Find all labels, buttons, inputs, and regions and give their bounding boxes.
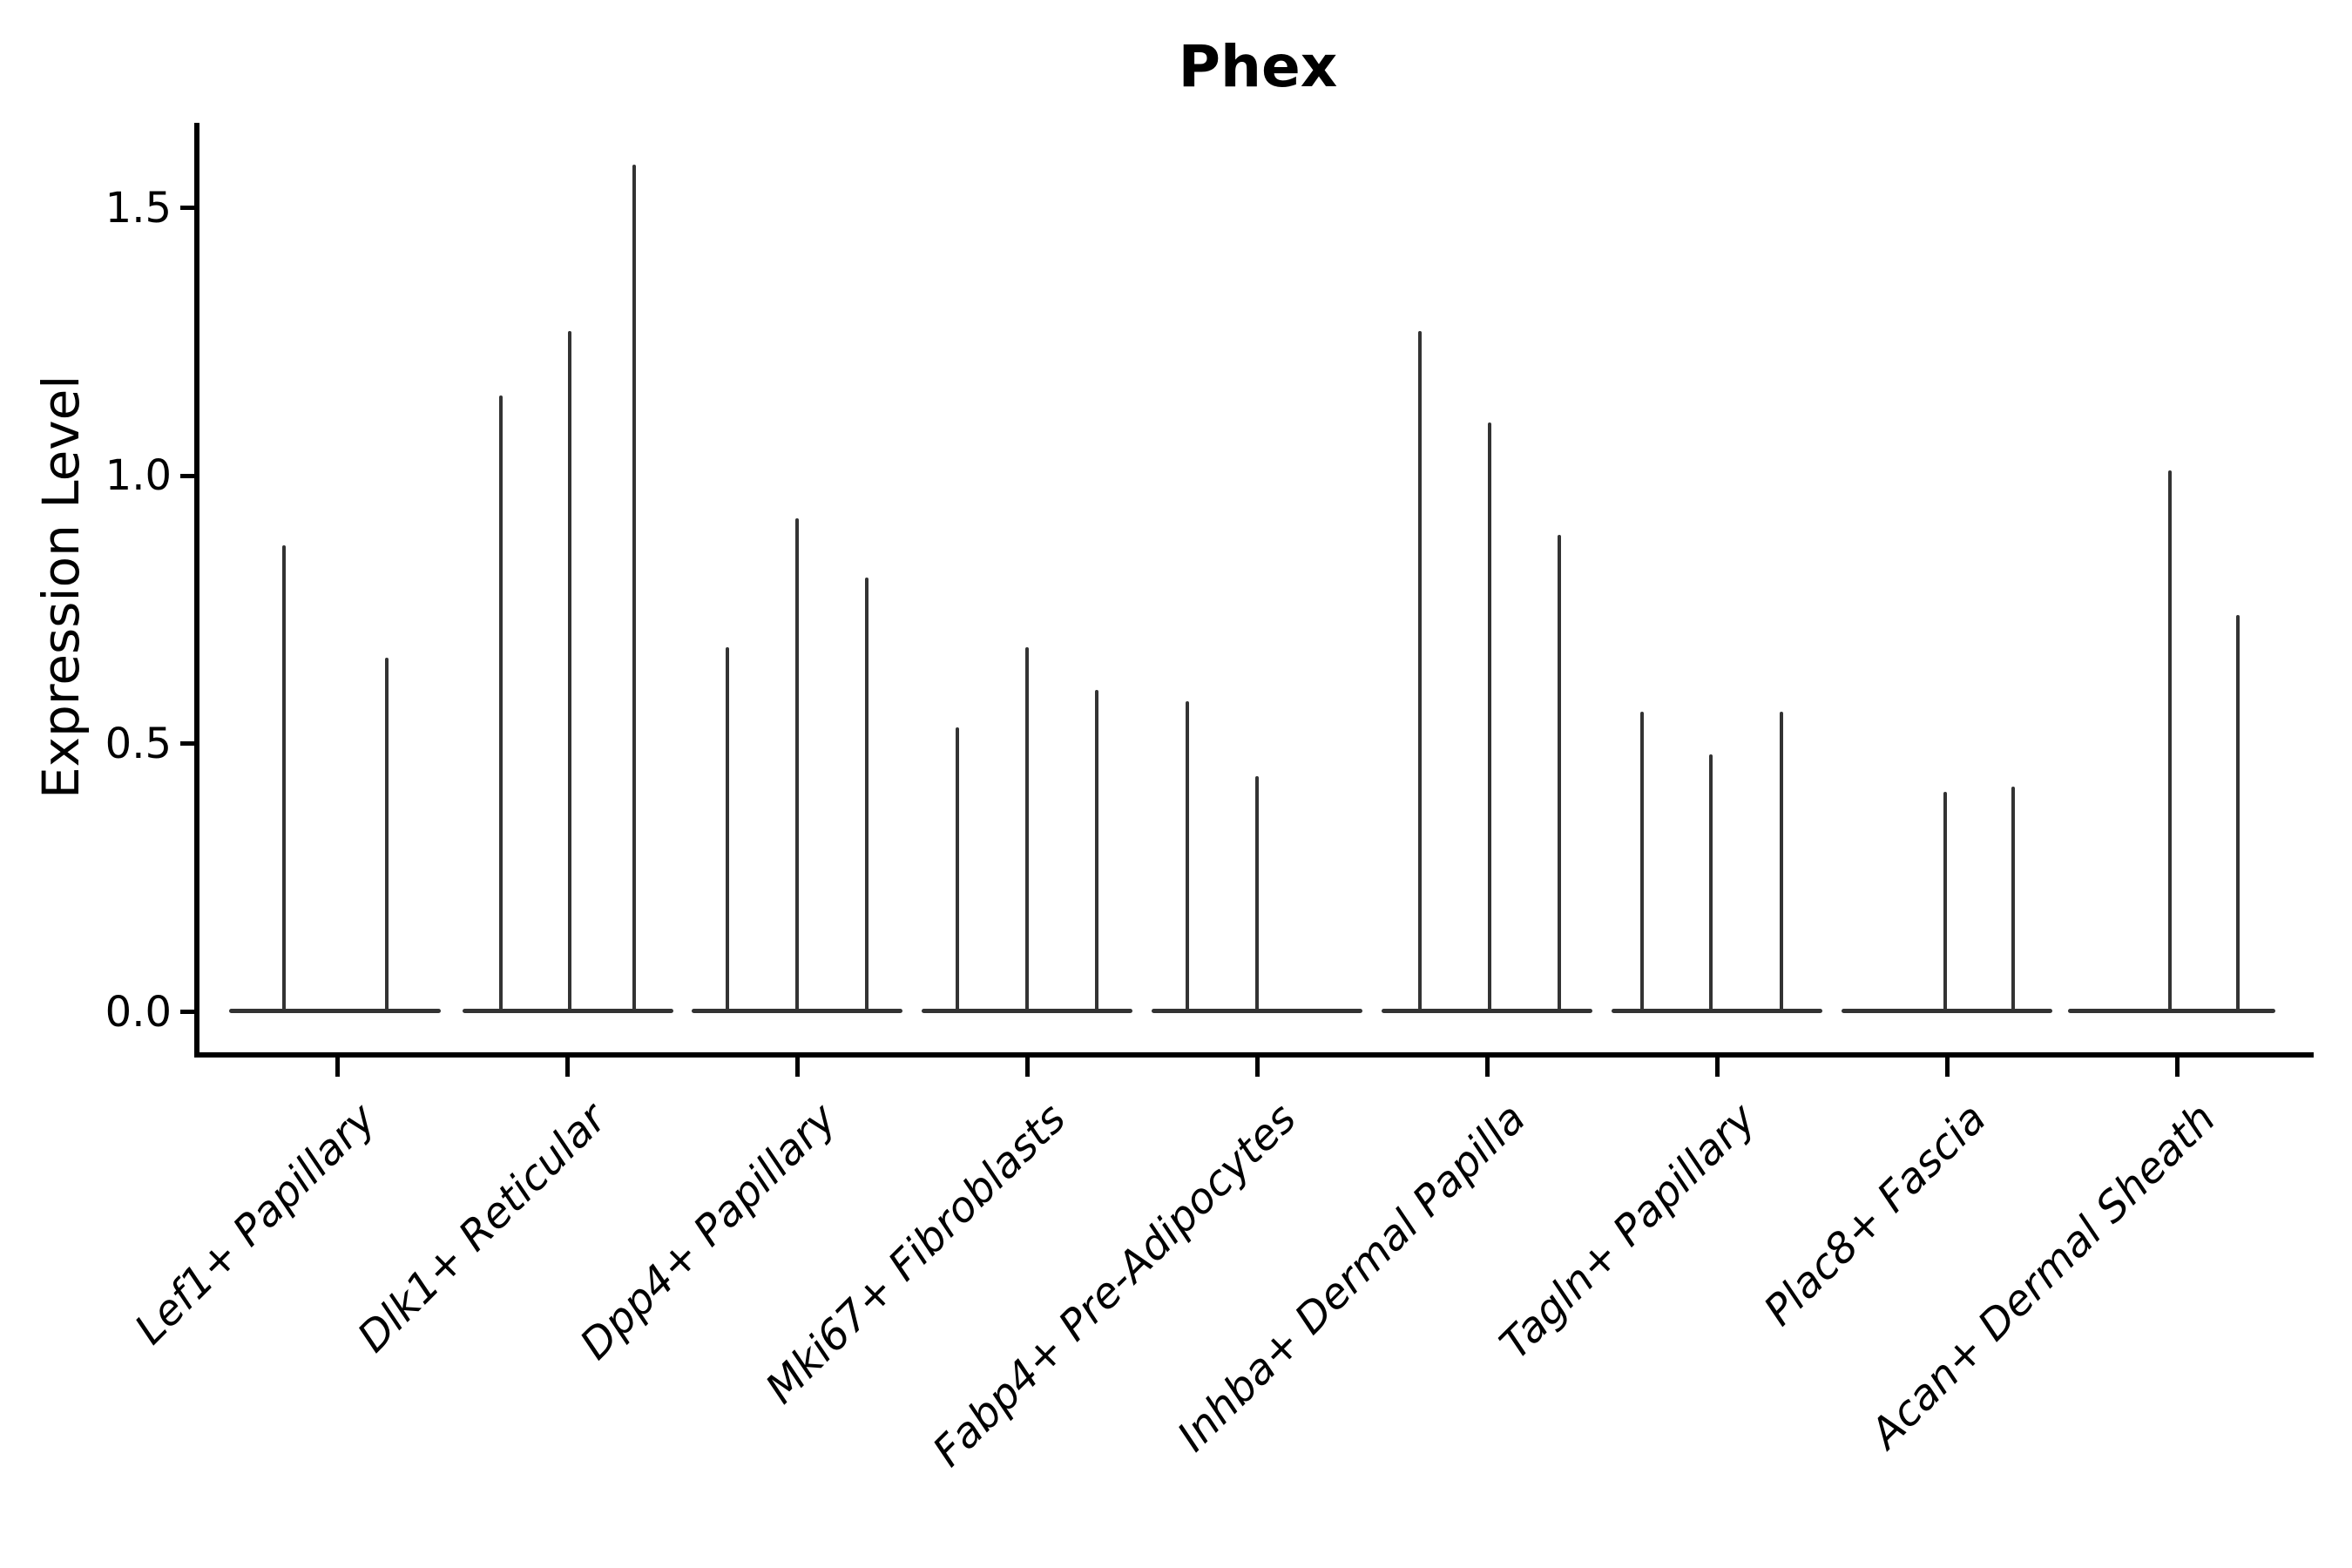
violin-baseline (1152, 1009, 1362, 1013)
x-tick-mark (1714, 1058, 1720, 1077)
violin-spike (955, 727, 960, 1010)
y-tick-label: 1.0 (105, 451, 172, 501)
x-tick-label-text: Tagln+ Papillary (1490, 1094, 1766, 1369)
violin-spike (2235, 615, 2240, 1010)
violin-spike (384, 658, 389, 1010)
x-tick-mark (2174, 1058, 2180, 1077)
x-tick-mark (1024, 1058, 1030, 1077)
x-tick-mark (1944, 1058, 1950, 1077)
violin-spike (864, 578, 869, 1010)
y-tick-label: 0.5 (105, 719, 172, 768)
violin-spike (498, 395, 504, 1010)
y-tick-label: 1.5 (105, 183, 172, 233)
violin-spike (1943, 792, 1948, 1010)
violin-spike (1024, 647, 1030, 1010)
y-tick-mark (180, 206, 195, 211)
violin-spike (1639, 711, 1645, 1010)
violin-baseline (1612, 1009, 1822, 1013)
violin-baseline (922, 1009, 1132, 1013)
y-tick-mark (180, 741, 195, 747)
x-tick-mark (794, 1058, 800, 1077)
y-axis-spine (194, 123, 199, 1058)
violin-spike (1254, 775, 1260, 1010)
x-tick-label-text: Lef1+ Papillary (125, 1094, 386, 1355)
violin-spike (1708, 754, 1713, 1010)
violin-baseline (229, 1009, 441, 1013)
x-tick-mark (1254, 1058, 1260, 1077)
x-tick-label-text: Plac8+ Fascia (1754, 1094, 1996, 1335)
y-tick-mark (180, 473, 195, 478)
plot-title: Phex (1178, 33, 1338, 100)
violin-spike (632, 165, 637, 1010)
violin-spike (1185, 700, 1190, 1010)
violin-spike (1487, 422, 1492, 1010)
violin-spike (281, 545, 287, 1010)
violin-spike (1779, 711, 1784, 1010)
violin-spike (794, 518, 800, 1010)
violin-baseline (692, 1009, 902, 1013)
violin-spike (1094, 690, 1099, 1010)
violin-spike (725, 647, 730, 1010)
violin-baseline (1382, 1009, 1592, 1013)
violin-spike (1557, 534, 1562, 1010)
x-tick-mark (1484, 1058, 1490, 1077)
x-tick-label-text: Dpp4+ Papillary (571, 1094, 846, 1369)
violin-baseline (2068, 1009, 2275, 1013)
y-tick-label: 0.0 (105, 987, 172, 1037)
violin-baseline (463, 1009, 673, 1013)
violin-spike (2167, 470, 2173, 1010)
x-tick-label-text: Dlk1+ Reticular (348, 1094, 616, 1362)
x-tick-mark (335, 1058, 340, 1077)
violin-baseline (1842, 1009, 2052, 1013)
violin-spike (567, 331, 572, 1010)
x-axis-spine (194, 1052, 2314, 1058)
violin-spike (2011, 787, 2016, 1010)
y-tick-mark (180, 1010, 195, 1014)
x-tick-mark (564, 1058, 570, 1077)
violin-spike (1417, 331, 1423, 1010)
x-tick-label-text: Fabp4+ Pre-Adipocytes (923, 1094, 1306, 1477)
